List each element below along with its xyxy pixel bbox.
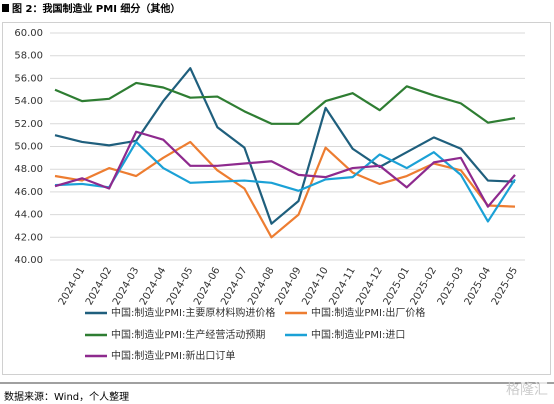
- x-tick-label: 2024-09: [273, 266, 303, 308]
- x-tick-label: 2024-08: [246, 266, 276, 308]
- legend-label: 中国:制造业PMI:出厂价格: [311, 306, 425, 319]
- series-line: [54, 140, 516, 239]
- x-tick-label: 2025-03: [436, 266, 466, 308]
- x-tick-label: 2024-02: [84, 266, 114, 308]
- y-tick-label: 40.00: [14, 255, 43, 266]
- x-tick-label: 2025-05: [490, 266, 520, 308]
- y-tick-label: 58.00: [14, 51, 43, 62]
- y-tick-label: 54.00: [14, 96, 43, 107]
- x-tick-label: 2025-01: [382, 266, 412, 308]
- chart-frame: [2, 22, 551, 375]
- x-tick-label: 2025-02: [409, 266, 439, 308]
- figure-title: 图 2：我国制造业 PMI 细分（其他）: [12, 2, 180, 15]
- x-tick-label: 2024-07: [219, 266, 249, 308]
- title-marker: [2, 4, 9, 12]
- y-tick-label: 42.00: [14, 232, 43, 243]
- series-line: [54, 140, 516, 223]
- x-tick-label: 2024-01: [57, 266, 87, 308]
- x-tick-label: 2024-10: [300, 266, 330, 308]
- y-tick-label: 48.00: [14, 164, 43, 175]
- x-tick-label: 2024-05: [165, 266, 195, 308]
- legend-label: 中国:制造业PMI:新出口订单: [111, 349, 235, 362]
- y-tick-label: 56.00: [14, 73, 43, 84]
- series-line: [54, 130, 516, 208]
- y-tick-label: 52.00: [14, 119, 43, 130]
- legend-label: 中国:制造业PMI:进口: [311, 328, 405, 341]
- y-tick-label: 46.00: [14, 187, 43, 198]
- y-tick-label: 50.00: [14, 142, 43, 153]
- x-tick-label: 2024-04: [138, 266, 168, 308]
- series-line: [54, 67, 516, 225]
- x-tick-label: 2024-06: [192, 266, 222, 308]
- legend-label: 中国:制造业PMI:生产经营活动预期: [111, 328, 265, 341]
- x-tick-label: 2025-04: [463, 266, 493, 308]
- source: 数据来源：Wind，个人整理: [4, 390, 129, 403]
- watermark: 格隆汇: [506, 382, 548, 398]
- legend-label: 中国:制造业PMI:主要原材料购进价格: [111, 306, 275, 319]
- series-line: [54, 81, 516, 125]
- y-tick-label: 44.00: [14, 210, 43, 221]
- x-tick-label: 2024-03: [111, 266, 141, 308]
- x-tick-label: 2024-11: [327, 266, 357, 308]
- y-tick-label: 60.00: [14, 28, 43, 39]
- title-bar: [0, 0, 554, 19]
- x-tick-label: 2024-12: [354, 266, 384, 308]
